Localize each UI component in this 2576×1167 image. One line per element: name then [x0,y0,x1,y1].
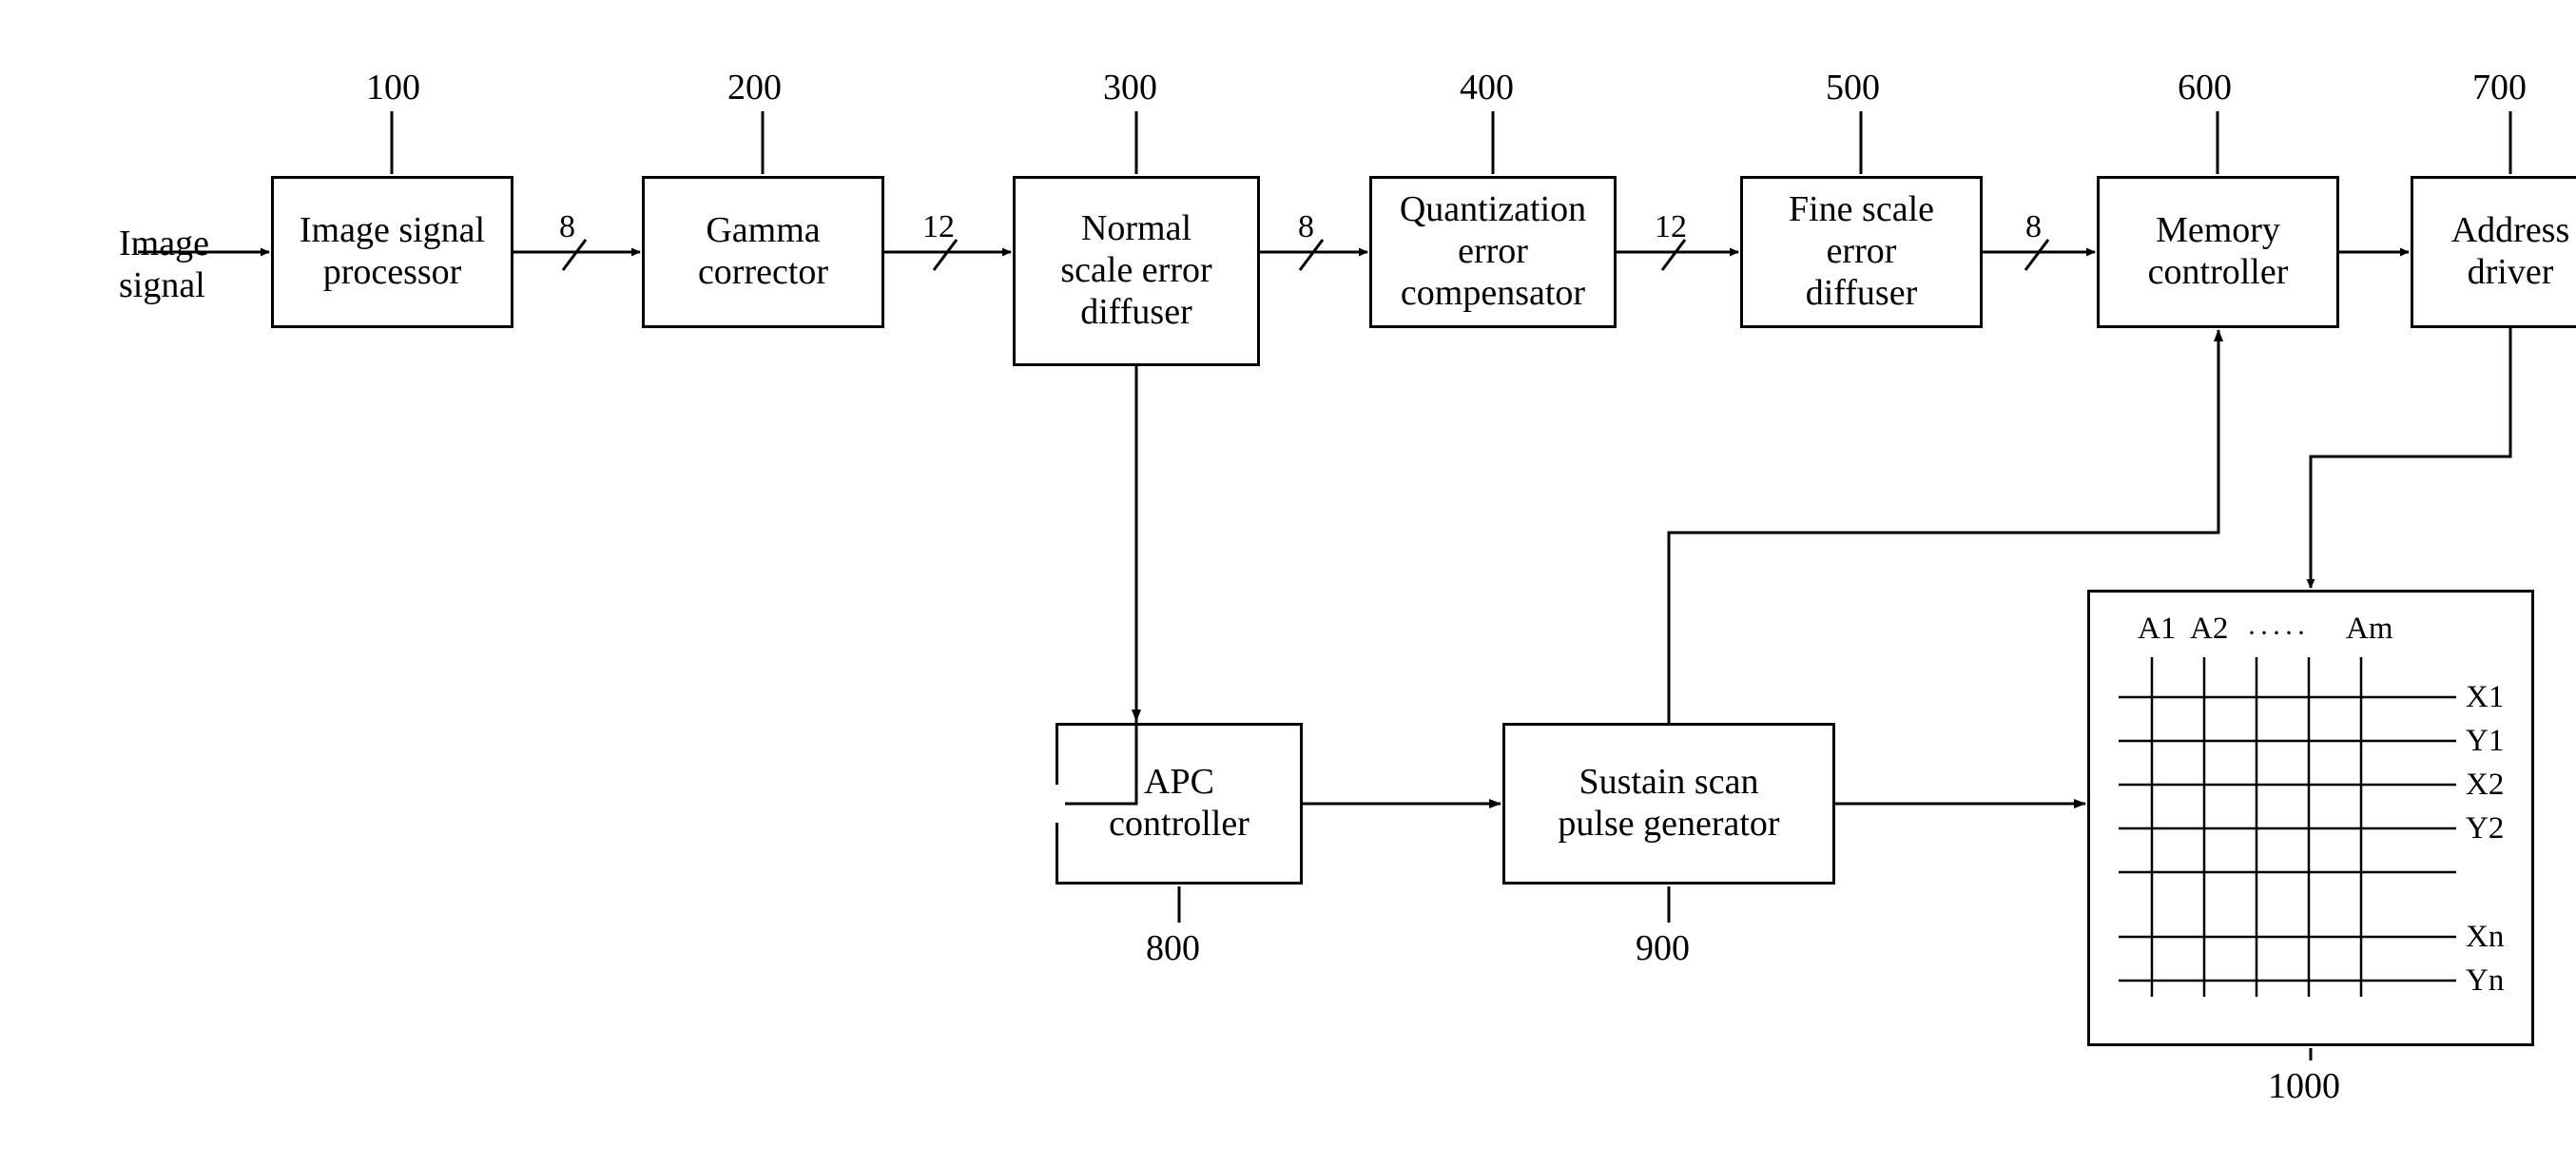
ref-300: 300 [1103,67,1157,108]
panel-row-x2: X2 [2466,768,2504,803]
input-line2: signal [119,265,205,305]
block-400-label: Quantizationerrorcompensator [1400,189,1586,314]
block-900: Sustain scanpulse generator [1502,723,1835,885]
panel-col-dots: ····· [2247,617,2309,650]
ref-700: 700 [2472,67,2527,108]
block-500: Fine scaleerrordiffuser [1740,176,1983,328]
block-200: Gammacorrector [642,176,884,328]
ref-800: 800 [1146,927,1200,969]
ref-500: 500 [1826,67,1880,108]
diagram-canvas: Image signal 100 200 300 400 500 600 700… [38,38,2576,1129]
block-300: Normalscale errordiffuser [1013,176,1260,366]
block-100-label: Image signalprocessor [300,210,485,293]
block-700-label: Addressdriver [2451,210,2570,293]
block-800-label: APCcontroller [1109,762,1249,845]
edge-700-panel [2311,328,2510,588]
bitwidth-2: 12 [922,209,955,245]
ref-1000: 1000 [2268,1065,2340,1107]
block-200-label: Gammacorrector [698,210,828,293]
ref-900: 900 [1636,927,1690,969]
panel-col-a1: A1 [2138,612,2176,647]
block-600-label: Memorycontroller [2148,210,2289,293]
block-500-label: Fine scaleerrordiffuser [1789,189,1934,314]
display-panel-inner: A1 A2 ····· Am X1 Y1 X2 Y2 Xn Yn [2114,612,2508,1024]
bitwidth-4: 12 [1655,209,1687,245]
bitwidth-1: 8 [559,209,575,245]
block-600: Memorycontroller [2097,176,2339,328]
block-400: Quantizationerrorcompensator [1369,176,1617,328]
panel-col-am: Am [2346,612,2393,647]
panel-row-yn: Yn [2466,963,2504,999]
bitwidth-5: 8 [2025,209,2042,245]
panel-row-x1: X1 [2466,680,2504,715]
block-700: Addressdriver [2411,176,2576,328]
panel-row-y1: Y1 [2466,724,2504,759]
block-100: Image signalprocessor [271,176,513,328]
ref-100: 100 [366,67,420,108]
block-900-label: Sustain scanpulse generator [1558,762,1779,845]
panel-row-xn: Xn [2466,920,2504,955]
input-label: Image signal [119,224,209,306]
ref-200: 200 [727,67,782,108]
display-panel: A1 A2 ····· Am X1 Y1 X2 Y2 Xn Yn [2087,590,2534,1046]
block-800: APCcontroller [1056,723,1303,885]
ref-600: 600 [2178,67,2232,108]
panel-grid [2114,612,2513,1030]
panel-col-a2: A2 [2190,612,2228,647]
panel-row-y2: Y2 [2466,811,2504,846]
ref-400: 400 [1460,67,1514,108]
input-line1: Image [119,224,209,263]
block-300-label: Normalscale errordiffuser [1060,208,1211,333]
bitwidth-3: 8 [1298,209,1314,245]
